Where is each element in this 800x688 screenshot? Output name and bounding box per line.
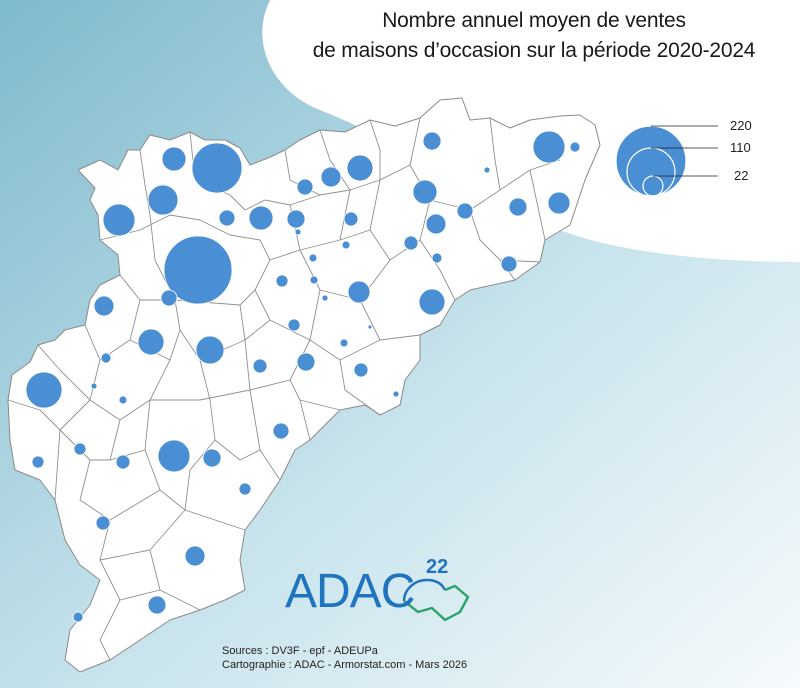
- legend-circle-220: [615, 125, 687, 197]
- commune-sales-symbol: [163, 235, 233, 305]
- legend-label-22: 22: [734, 168, 749, 183]
- commune-sales-symbol: [296, 352, 316, 372]
- logo-green-outline: [403, 584, 470, 622]
- commune-sales-symbol: [500, 255, 518, 273]
- title-line-1: Nombre annuel moyen de ventes: [382, 9, 686, 32]
- commune-sales-symbol: [418, 288, 446, 316]
- commune-sales-symbol: [321, 294, 329, 302]
- commune-sales-symbol: [343, 211, 359, 227]
- commune-sales-symbol: [238, 482, 252, 496]
- commune-sales-symbol: [296, 178, 314, 196]
- logo-number: 22: [426, 556, 449, 578]
- commune-sales-symbol: [72, 611, 84, 623]
- commune-sales-symbol: [248, 205, 274, 231]
- commune-sales-symbol: [392, 390, 400, 398]
- commune-sales-symbol: [425, 213, 447, 235]
- commune-sales-symbol: [353, 362, 369, 378]
- commune-sales-symbol: [118, 395, 128, 405]
- logo-blue-arc: [402, 578, 447, 602]
- commune-sales-symbol: [218, 209, 236, 227]
- commune-sales-symbol: [341, 240, 351, 250]
- proportional-symbols: [25, 130, 581, 623]
- commune-sales-symbol: [431, 252, 443, 264]
- commune-sales-symbol: [115, 454, 131, 470]
- commune-sales-symbol: [195, 335, 225, 365]
- sources-line: Sources : DV3F - epf - ADEUPa: [222, 645, 378, 657]
- commune-sales-symbol: [147, 595, 167, 615]
- commune-sales-symbol: [191, 142, 243, 194]
- logo-text: ADAC: [285, 565, 415, 618]
- logo-shape: [402, 578, 470, 622]
- commune-sales-symbol: [508, 197, 528, 217]
- commune-sales-symbol: [320, 166, 342, 188]
- commune-sales-symbol: [422, 131, 442, 151]
- commune-sales-symbol: [367, 324, 373, 330]
- commune-sales-symbol: [287, 318, 301, 332]
- adac-logo: ADAC 22: [285, 556, 485, 628]
- commune-sales-symbol: [102, 203, 136, 237]
- commune-sales-symbol: [147, 184, 179, 216]
- commune-sales-symbol: [483, 166, 491, 174]
- title-line-2: de maisons d’occasion sur la période 202…: [312, 39, 756, 62]
- commune-sales-symbol: [309, 275, 319, 285]
- commune-sales-symbol: [157, 439, 191, 473]
- commune-sales-symbol: [25, 371, 63, 409]
- commune-sales-symbol: [90, 382, 98, 390]
- commune-sales-symbol: [569, 141, 581, 153]
- sources-block: Sources : DV3F - epf - ADEUPa Cartograph…: [222, 644, 467, 672]
- commune-sales-symbol: [272, 422, 290, 440]
- commune-sales-symbol: [346, 154, 374, 182]
- commune-sales-symbol: [160, 289, 178, 307]
- territory: [7, 97, 601, 673]
- commune-sales-symbol: [137, 328, 165, 356]
- commune-sales-symbol: [31, 455, 45, 469]
- commune-sales-symbol: [275, 274, 289, 288]
- commune-sales-symbol: [308, 253, 318, 263]
- commune-sales-symbol: [286, 209, 306, 229]
- commune-sales-symbol: [202, 448, 222, 468]
- commune-sales-symbol: [403, 235, 419, 251]
- commune-sales-symbol: [161, 146, 187, 172]
- cartography-line: Cartographie : ADAC - Armorstat.com - Ma…: [222, 659, 468, 671]
- map-title: Nombre annuel moyen de ventes de maisons…: [268, 6, 800, 66]
- commune-sales-symbol: [532, 130, 566, 164]
- legend-label-220: 220: [730, 118, 752, 133]
- commune-sales-symbol: [252, 358, 268, 374]
- commune-sales-symbol: [184, 545, 206, 567]
- commune-sales-symbol: [95, 515, 111, 531]
- commune-sales-symbol: [93, 295, 115, 317]
- commune-sales-symbol: [339, 338, 349, 348]
- commune-sales-symbol: [294, 228, 302, 236]
- commune-sales-symbol: [456, 202, 474, 220]
- commune-sales-symbol: [412, 179, 438, 205]
- commune-sales-symbol: [347, 280, 371, 304]
- commune-sales-symbol: [547, 191, 571, 215]
- legend-label-110: 110: [730, 140, 751, 155]
- commune-sales-symbol: [100, 352, 112, 364]
- commune-sales-symbol: [73, 442, 87, 456]
- commune-borders: [7, 117, 561, 661]
- legend: [615, 125, 718, 197]
